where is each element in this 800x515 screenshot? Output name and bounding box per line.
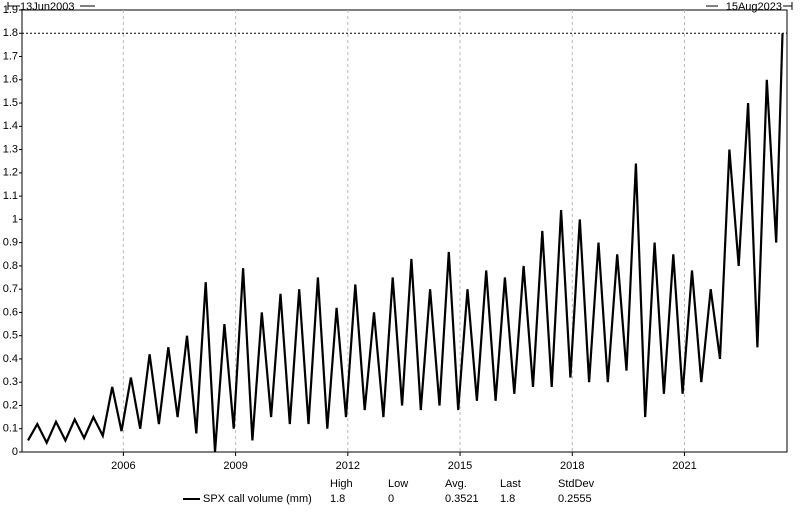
x-tick-label: 2021	[672, 460, 696, 472]
start-bracket	[7, 2, 95, 10]
y-tick-label: 1.1	[3, 190, 18, 202]
y-tick-label: 1.7	[3, 50, 18, 62]
stat-value: 0	[388, 493, 394, 505]
stat-label: High	[330, 478, 353, 490]
stat-value: 0.3521	[445, 493, 479, 505]
y-tick-label: 0.8	[3, 260, 18, 272]
legend-label: SPX call volume (mm)	[203, 493, 312, 505]
x-tick-label: 2012	[336, 460, 360, 472]
y-tick-label: 1	[12, 213, 18, 225]
y-tick-label: 1.8	[3, 27, 18, 39]
y-tick-label: 1.3	[3, 143, 18, 155]
y-tick-label: 1.2	[3, 167, 18, 179]
start-label: 13Jun2003	[20, 1, 74, 13]
x-tick-label: 2006	[111, 460, 135, 472]
y-tick-label: 1.4	[3, 120, 18, 132]
stat-label: Last	[500, 478, 521, 490]
stat-label: Low	[388, 478, 408, 490]
x-tick-label: 2018	[560, 460, 584, 472]
stat-value: 1.8	[500, 493, 515, 505]
y-tick-label: 0.5	[3, 330, 18, 342]
y-tick-label: 0.6	[3, 306, 18, 318]
y-tick-label: 1.9	[3, 4, 18, 16]
stat-label: StdDev	[558, 478, 595, 490]
end-bracket	[706, 2, 793, 10]
x-tick-label: 2015	[448, 460, 472, 472]
stat-value: 1.8	[330, 493, 345, 505]
y-tick-label: 0.4	[3, 353, 18, 365]
y-tick-label: 0.7	[3, 283, 18, 295]
y-tick-label: 1.5	[3, 97, 18, 109]
series-line	[27, 33, 784, 453]
y-tick-label: 0.2	[3, 399, 18, 411]
plot-frame	[21, 9, 788, 453]
stat-value: 0.2555	[558, 493, 592, 505]
y-tick-label: 0.3	[3, 376, 18, 388]
y-tick-label: 0.9	[3, 237, 18, 249]
end-label: 15Aug2023	[726, 1, 782, 13]
y-tick-label: 0.1	[3, 423, 18, 435]
stat-label: Avg.	[445, 478, 467, 490]
x-tick-label: 2009	[223, 460, 247, 472]
y-tick-label: 1.6	[3, 74, 18, 86]
y-tick-label: 0	[12, 446, 18, 458]
